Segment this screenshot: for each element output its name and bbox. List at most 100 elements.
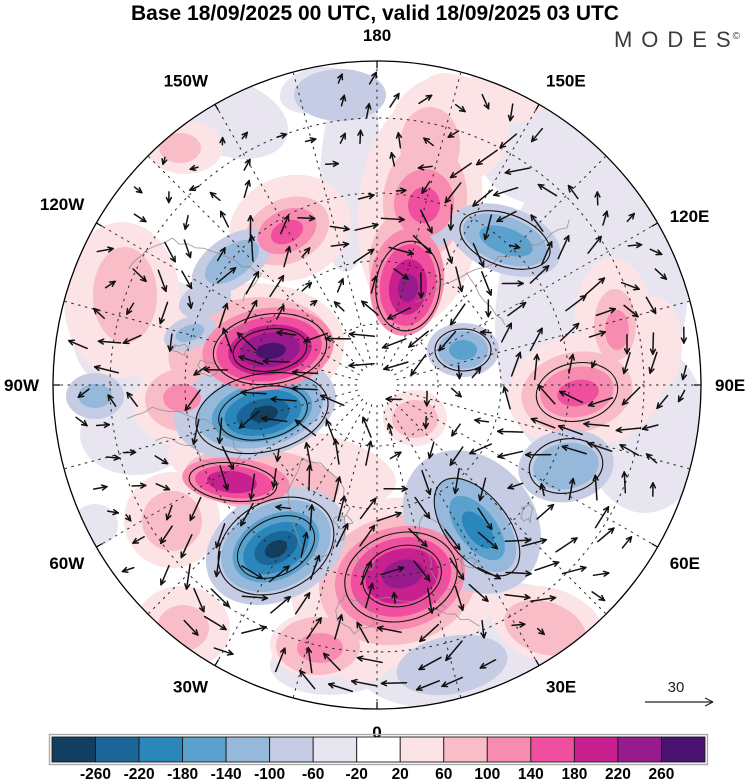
wind-arrow (471, 366, 482, 379)
wind-arrow (180, 534, 193, 559)
wind-arrow (330, 241, 350, 248)
wind-arrow (536, 503, 555, 520)
contour-layer (188, 210, 619, 623)
wind-arrow (357, 129, 364, 145)
coastline (171, 343, 189, 357)
wind-arrow (388, 246, 415, 256)
meridian-line (390, 156, 606, 372)
wind-arrow (485, 299, 492, 318)
contour-ring (375, 240, 441, 332)
wind-arrow (496, 210, 517, 223)
contour-ring (459, 210, 551, 270)
colorbar-tick-label: -140 (211, 766, 242, 783)
wind-arrow (584, 277, 606, 296)
wind-arrow (210, 588, 230, 608)
wind-arrow (131, 482, 147, 489)
wind-arrow (588, 330, 607, 338)
coastline (127, 406, 243, 471)
colorbar-tick-label: -260 (80, 766, 111, 783)
wind-arrow (444, 182, 462, 204)
wind-arrow (386, 423, 394, 436)
shading-patch (400, 107, 460, 183)
wind-arrow (568, 477, 576, 501)
wind-arrow (408, 528, 428, 548)
page-title: Base 18/09/2025 00 UTC, valid 18/09/2025… (131, 2, 619, 25)
wind-arrow (214, 523, 226, 549)
wind-arrow (262, 358, 290, 365)
wind-arrow (427, 587, 435, 614)
wind-arrow (203, 615, 227, 631)
shading-patch (204, 239, 260, 285)
wind-arrow (364, 582, 375, 609)
colorbar-tick-label: 220 (605, 766, 631, 783)
wind-arrow (591, 360, 598, 369)
longitude-label: 90E (715, 376, 745, 395)
rim-tick (96, 542, 103, 548)
wind-arrow (380, 216, 405, 223)
wind-arrow (353, 248, 375, 264)
wind-arrow (496, 428, 524, 435)
wind-arrow (505, 570, 532, 577)
wind-arrow (502, 386, 511, 410)
wind-arrow (132, 536, 145, 544)
meridian-line (215, 105, 368, 368)
wind-arrow (455, 266, 464, 293)
wind-arrow (310, 554, 321, 580)
wind-arrow (500, 322, 513, 343)
wind-arrow (469, 443, 492, 455)
colorbar-cell (530, 736, 575, 763)
rim-tick (96, 222, 103, 228)
colorbar-cell (660, 736, 706, 763)
wind-arrow (595, 307, 617, 317)
wind-arrow (165, 191, 173, 204)
wind-arrow (333, 301, 345, 312)
wind-arrow (241, 565, 264, 580)
latitude-circle (315, 323, 439, 447)
wind-arrow (183, 214, 190, 230)
wind-arrow (220, 210, 230, 228)
wind-arrow (304, 137, 317, 144)
colorbar-cell (312, 736, 358, 763)
wind-arrow (193, 366, 207, 376)
wind-arrow (348, 331, 376, 338)
wind-arrow (218, 302, 229, 329)
wind-arrow (276, 329, 297, 337)
colorbar-tick-label: 140 (518, 766, 544, 783)
wind-arrow (504, 537, 531, 544)
contour-ring (433, 477, 521, 577)
contour-ring (217, 496, 335, 596)
colorbar-labels: -260 -220 -180 -140 -100 -60 -20 20 60 100 140 180 2… (80, 766, 674, 783)
shading-patch (392, 400, 438, 438)
wind-arrow (276, 304, 285, 320)
wind-arrow (410, 354, 427, 376)
wind-arrow (583, 421, 610, 428)
wind-arrow (337, 73, 344, 84)
wind-arrow (274, 647, 287, 673)
wind-arrow (641, 424, 659, 431)
rim-tick (214, 104, 220, 111)
longitude-label: 60W (49, 554, 85, 573)
wind-arrow (565, 294, 587, 312)
wind-arrow (301, 281, 313, 292)
wind-arrow (511, 621, 526, 628)
wind-arrow (529, 265, 550, 284)
wind-arrow (587, 441, 613, 452)
coastline (333, 515, 354, 530)
shading-patch (142, 491, 202, 551)
wind-arrow (216, 267, 237, 284)
wind-arrow (325, 419, 337, 445)
wind-arrow (213, 550, 221, 578)
wind-arrow (268, 565, 290, 583)
wind-arrow (183, 239, 192, 259)
wind-arrow (183, 619, 199, 636)
coastline (429, 589, 447, 608)
shading-patch (163, 384, 201, 412)
wind-arrow (557, 235, 570, 260)
wind-arrow (622, 351, 631, 375)
meridian-line (64, 389, 358, 470)
wind-arrow (184, 563, 191, 590)
wind-arrow (297, 215, 316, 222)
wind-arrow (530, 127, 544, 143)
wind-arrow (587, 235, 602, 254)
colorbar-tick-label: -100 (254, 766, 285, 783)
